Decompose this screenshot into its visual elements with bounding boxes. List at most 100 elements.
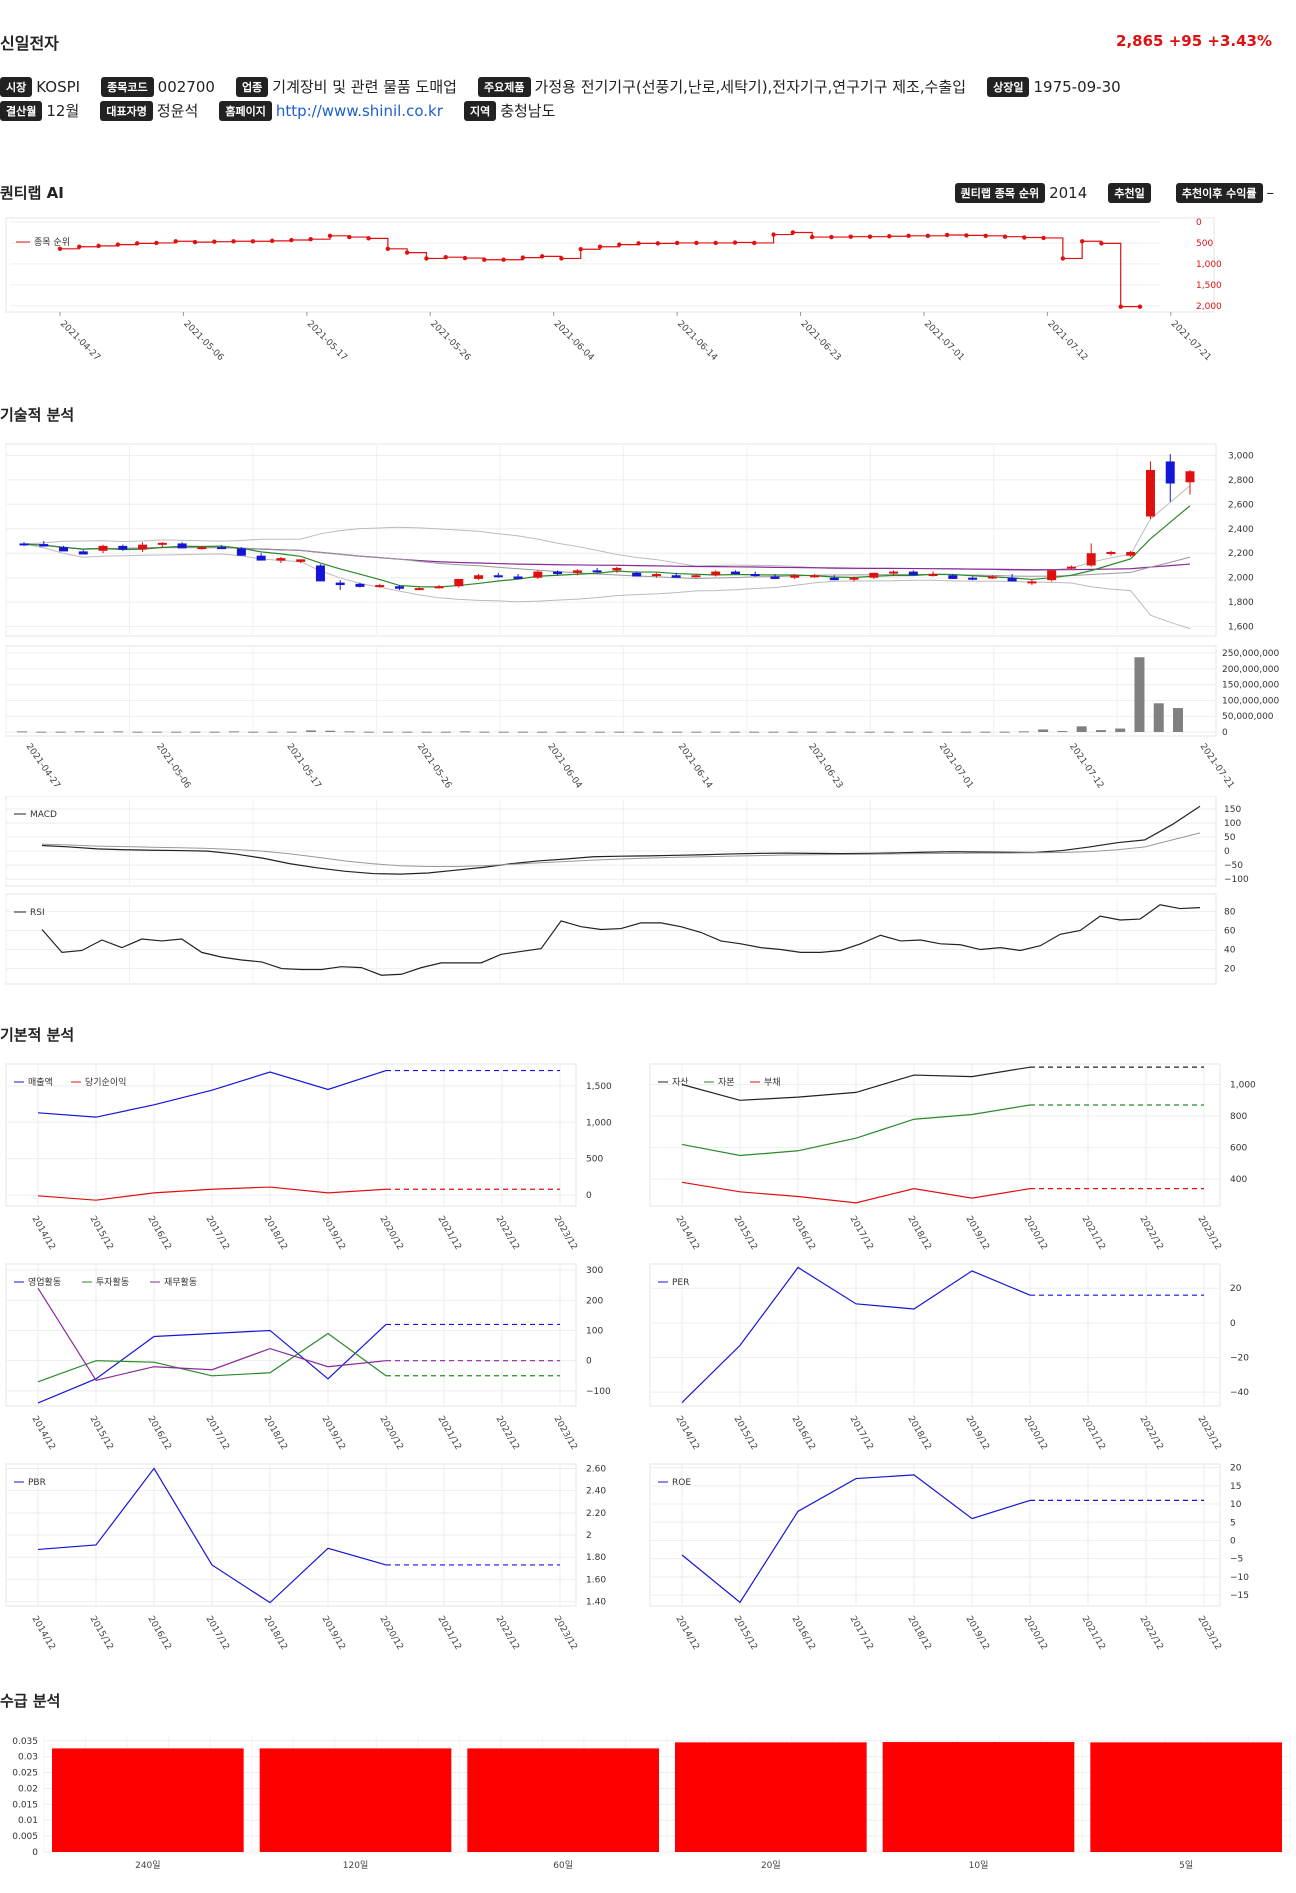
- bollinger-lower: [23, 543, 1191, 630]
- technical-x-tick: 2021-07-21: [1198, 742, 1236, 791]
- per-x-tick: 2016/12: [789, 1415, 816, 1452]
- per-series-line: [681, 1266, 1031, 1403]
- volume-bar: [999, 731, 1010, 733]
- rank-point: [1118, 304, 1123, 309]
- rank-point: [713, 240, 718, 246]
- volume-bar: [845, 731, 856, 733]
- fiscal-month-value: 12월: [46, 102, 80, 120]
- sales-y-tick: 1,500: [586, 1082, 612, 1092]
- balance-x-tick: 2023/12: [1195, 1215, 1222, 1252]
- cashflow-y-tick: 200: [586, 1296, 603, 1306]
- candle-body: [572, 570, 582, 573]
- candle-body: [1007, 577, 1017, 582]
- homepage-link[interactable]: http://www.shinil.co.kr: [275, 101, 443, 120]
- volume-bar: [749, 731, 760, 733]
- balance-legend-label: 자산: [672, 1077, 689, 1088]
- pbr-y-tick: 1.40: [586, 1598, 606, 1608]
- volume-bar: [556, 731, 567, 733]
- technical-x-tick: 2021-05-26: [415, 742, 453, 791]
- rsi-y-tick: 20: [1224, 965, 1236, 975]
- rsi-y-tick: 60: [1224, 926, 1236, 936]
- supply-bar: [882, 1742, 1075, 1852]
- sales-x-tick: 2014/12: [29, 1215, 56, 1252]
- candle-body: [1185, 471, 1195, 483]
- technical-section-title: 기술적 분석: [0, 406, 75, 424]
- rank-point: [578, 247, 583, 252]
- per-legend-label: PER: [672, 1278, 689, 1288]
- rank-point: [1041, 235, 1046, 241]
- macd-legend-label: MACD: [30, 810, 57, 820]
- balance-series-line: [681, 1181, 1031, 1204]
- sales-x-tick: 2020/12: [377, 1215, 404, 1252]
- volume-bar: [652, 731, 663, 733]
- supply-bar: [467, 1748, 659, 1852]
- stock-name: 신일전자: [0, 34, 59, 53]
- volume-bar: [787, 731, 798, 733]
- region-value: 충청남도: [500, 102, 556, 120]
- supply-chart: 0 0.005 0.01 0.015 0.02 0.025 0.03 0.035 240일 12…: [12, 1736, 1291, 1871]
- candle-body: [553, 571, 563, 575]
- rank-point: [1022, 235, 1027, 240]
- candle-body: [78, 551, 88, 555]
- pbr-y-tick: 2.20: [586, 1509, 606, 1519]
- sales-chart: 2014/12 2015/12 2016/12 2017/12 2018/12 2019/…: [5, 1063, 612, 1252]
- candle-body: [810, 575, 820, 578]
- per-chart: 2014/12 2015/12 2016/12 2017/12 2018/12 2019/…: [649, 1263, 1249, 1452]
- rank-point: [424, 256, 429, 261]
- sales-x-tick: 2019/12: [319, 1215, 346, 1252]
- cashflow-legend-label: 투자활동: [96, 1276, 129, 1288]
- rank-point: [250, 239, 256, 244]
- volume-bar: [267, 731, 278, 733]
- rank-value: 2014: [1049, 183, 1088, 202]
- volume-bar: [479, 731, 490, 733]
- rank-plot-frame: [5, 217, 1215, 313]
- candle-body: [118, 545, 128, 550]
- per-y-tick: −40: [1230, 1388, 1249, 1398]
- roe-y-tick: 10: [1230, 1500, 1242, 1510]
- rank-point: [77, 244, 82, 249]
- candle-body: [394, 586, 404, 589]
- roe-y-tick: 15: [1230, 1482, 1241, 1492]
- macd-y-tick: −100: [1224, 875, 1249, 885]
- candle-body: [138, 544, 148, 550]
- rank-point: [809, 234, 815, 240]
- industry-tag: 업종: [236, 76, 269, 97]
- per-x-tick: 2020/12: [1021, 1415, 1048, 1452]
- candle-y-tick: 2,400: [1228, 525, 1254, 535]
- sales-plot-frame: [5, 1063, 577, 1207]
- candle-body: [691, 575, 701, 578]
- candle-body: [315, 565, 325, 582]
- market-tag: 시장: [0, 76, 33, 97]
- candle-body: [1086, 553, 1096, 566]
- supply-y-tick: 0: [32, 1848, 38, 1858]
- supply-bar: [1090, 1742, 1282, 1852]
- candle-y-tick: 2,800: [1228, 476, 1254, 486]
- candle-body: [889, 571, 899, 574]
- roe-y-tick: 20: [1230, 1464, 1242, 1474]
- rank-point: [347, 234, 352, 240]
- roe-y-tick: 5: [1230, 1518, 1236, 1528]
- candle-body: [276, 558, 286, 561]
- per-y-tick: 0: [1230, 1319, 1236, 1329]
- rank-point: [964, 233, 969, 238]
- supply-y-tick: 0.02: [18, 1784, 38, 1794]
- candle-body: [730, 571, 740, 575]
- products-tag: 주요제품: [478, 76, 531, 97]
- per-x-tick: 2017/12: [847, 1415, 874, 1452]
- volume-y-tick: 250,000,000: [1222, 649, 1280, 659]
- rank-x-tick: 2021-07-21: [1169, 319, 1213, 363]
- cashflow-x-tick: 2021/12: [435, 1415, 462, 1452]
- rsi-legend-label: RSI: [30, 908, 45, 918]
- roe-y-tick: −5: [1230, 1555, 1243, 1565]
- supply-x-tick: 120일: [343, 1860, 368, 1871]
- per-x-tick: 2015/12: [731, 1415, 758, 1452]
- macd-series-line: [41, 805, 1201, 875]
- supply-section-title: 수급 분석: [0, 1692, 61, 1710]
- rank-x-tick: 2021-07-12: [1045, 319, 1089, 363]
- volume-bar: [228, 731, 239, 733]
- volume-bar: [325, 730, 336, 732]
- candle-body: [790, 575, 800, 578]
- candle-body: [493, 575, 503, 578]
- per-y-tick: 20: [1230, 1284, 1242, 1294]
- candle-body: [177, 543, 187, 549]
